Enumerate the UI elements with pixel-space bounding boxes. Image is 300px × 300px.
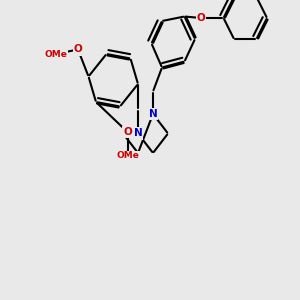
Text: O: O — [74, 44, 82, 55]
Text: O: O — [196, 13, 206, 23]
Text: O: O — [123, 127, 132, 137]
Text: N: N — [134, 128, 142, 139]
Text: OMe: OMe — [44, 50, 67, 58]
Text: OMe: OMe — [116, 152, 139, 160]
Text: N: N — [148, 109, 158, 119]
